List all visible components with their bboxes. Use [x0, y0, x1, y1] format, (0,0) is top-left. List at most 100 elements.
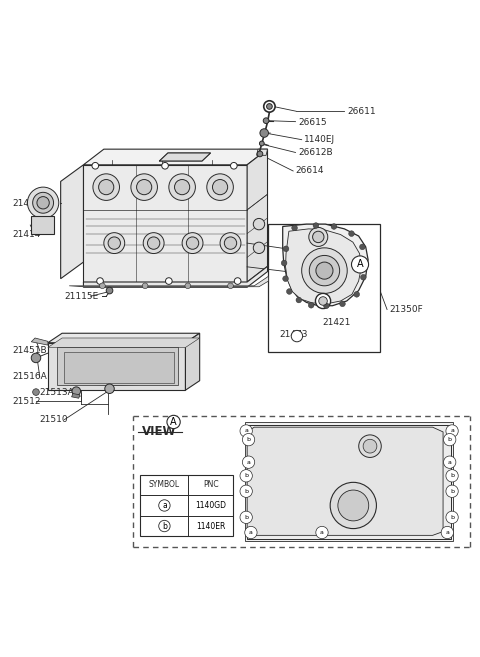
- Circle shape: [338, 490, 369, 521]
- Text: 1140GD: 1140GD: [195, 501, 226, 510]
- Circle shape: [330, 530, 335, 535]
- Circle shape: [441, 526, 454, 539]
- Circle shape: [446, 425, 458, 437]
- Circle shape: [316, 262, 333, 279]
- Circle shape: [283, 246, 289, 252]
- Text: b: b: [244, 489, 248, 493]
- Circle shape: [265, 119, 269, 123]
- Text: 1140EJ: 1140EJ: [304, 135, 335, 144]
- Circle shape: [260, 129, 268, 137]
- Text: 26614: 26614: [296, 166, 324, 175]
- Circle shape: [340, 301, 345, 307]
- Circle shape: [142, 283, 148, 288]
- Circle shape: [242, 456, 255, 468]
- Polygon shape: [31, 215, 54, 234]
- Polygon shape: [69, 277, 268, 286]
- Polygon shape: [84, 149, 267, 165]
- Circle shape: [360, 244, 365, 250]
- Circle shape: [354, 292, 360, 297]
- Circle shape: [186, 237, 199, 249]
- Text: 26615: 26615: [298, 118, 326, 127]
- Circle shape: [240, 470, 252, 482]
- Circle shape: [254, 488, 260, 494]
- Circle shape: [434, 530, 440, 535]
- Circle shape: [31, 353, 41, 363]
- Circle shape: [224, 237, 237, 249]
- Text: b: b: [247, 437, 251, 442]
- Circle shape: [27, 187, 59, 218]
- Circle shape: [105, 384, 114, 394]
- Text: 21513A: 21513A: [40, 388, 74, 397]
- Text: 21512: 21512: [12, 397, 41, 405]
- Circle shape: [439, 473, 444, 479]
- Circle shape: [99, 283, 105, 288]
- Polygon shape: [286, 229, 361, 304]
- Circle shape: [436, 459, 442, 465]
- Circle shape: [213, 179, 228, 194]
- Text: A: A: [357, 260, 363, 269]
- Circle shape: [294, 332, 300, 340]
- Circle shape: [92, 162, 98, 169]
- Text: b: b: [162, 522, 167, 530]
- Polygon shape: [268, 224, 380, 352]
- Circle shape: [444, 456, 456, 468]
- Circle shape: [98, 179, 114, 194]
- Circle shape: [33, 193, 54, 214]
- Text: 21115E: 21115E: [64, 292, 99, 301]
- Circle shape: [185, 283, 191, 288]
- Circle shape: [182, 233, 203, 254]
- Circle shape: [446, 470, 458, 482]
- Polygon shape: [140, 474, 233, 536]
- Circle shape: [167, 415, 180, 428]
- Text: 26612B: 26612B: [298, 148, 333, 157]
- Polygon shape: [257, 149, 267, 155]
- Polygon shape: [159, 153, 211, 161]
- Polygon shape: [185, 333, 200, 390]
- Polygon shape: [84, 165, 247, 282]
- Text: 21414: 21414: [12, 230, 41, 239]
- Circle shape: [37, 196, 49, 209]
- Circle shape: [35, 355, 39, 359]
- Text: b: b: [448, 437, 452, 442]
- Polygon shape: [247, 425, 451, 539]
- Circle shape: [319, 297, 327, 306]
- Circle shape: [96, 278, 103, 284]
- Text: 21516A: 21516A: [12, 373, 47, 382]
- Circle shape: [220, 233, 241, 254]
- Text: PNC: PNC: [203, 480, 218, 489]
- Circle shape: [259, 530, 264, 535]
- Circle shape: [131, 174, 157, 200]
- Circle shape: [159, 500, 170, 511]
- Circle shape: [301, 248, 347, 294]
- Circle shape: [107, 386, 112, 392]
- Circle shape: [361, 260, 367, 265]
- Circle shape: [360, 275, 366, 280]
- Circle shape: [256, 437, 262, 442]
- Text: a: a: [320, 530, 324, 535]
- Circle shape: [72, 387, 81, 396]
- Circle shape: [256, 459, 262, 465]
- Circle shape: [254, 473, 260, 479]
- Polygon shape: [48, 338, 200, 348]
- Circle shape: [162, 162, 168, 169]
- Text: b: b: [244, 515, 248, 520]
- Circle shape: [33, 389, 39, 396]
- Circle shape: [330, 482, 376, 529]
- Text: a: a: [162, 501, 167, 510]
- Circle shape: [260, 141, 264, 146]
- Circle shape: [147, 237, 160, 249]
- Circle shape: [292, 225, 298, 231]
- Polygon shape: [84, 266, 267, 287]
- Text: 21421: 21421: [323, 318, 351, 327]
- Circle shape: [137, 179, 152, 194]
- Circle shape: [359, 435, 381, 457]
- Circle shape: [315, 294, 331, 309]
- Text: 21443: 21443: [12, 199, 41, 208]
- Text: b: b: [450, 473, 454, 478]
- Circle shape: [207, 174, 233, 200]
- Circle shape: [439, 428, 444, 434]
- Circle shape: [281, 260, 287, 266]
- Circle shape: [230, 162, 237, 169]
- Text: 21510: 21510: [40, 415, 69, 424]
- Circle shape: [439, 514, 444, 520]
